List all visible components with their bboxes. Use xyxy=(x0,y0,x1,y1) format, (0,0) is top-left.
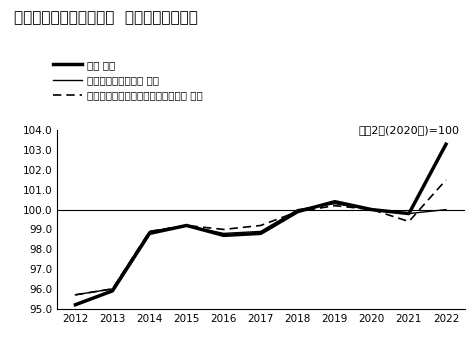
Text: 名古屋市消費者物価指数  年次推移のグラフ: 名古屋市消費者物価指数 年次推移のグラフ xyxy=(14,10,198,25)
Legend: 総合 指数, 生鮮食品を除く総合 指数, 生鮮食品及びエネルギーを除く総合 指数: 総合 指数, 生鮮食品を除く総合 指数, 生鮮食品及びエネルギーを除く総合 指数 xyxy=(53,60,203,100)
Text: 令和2年(2020年)=100: 令和2年(2020年)=100 xyxy=(359,125,460,135)
